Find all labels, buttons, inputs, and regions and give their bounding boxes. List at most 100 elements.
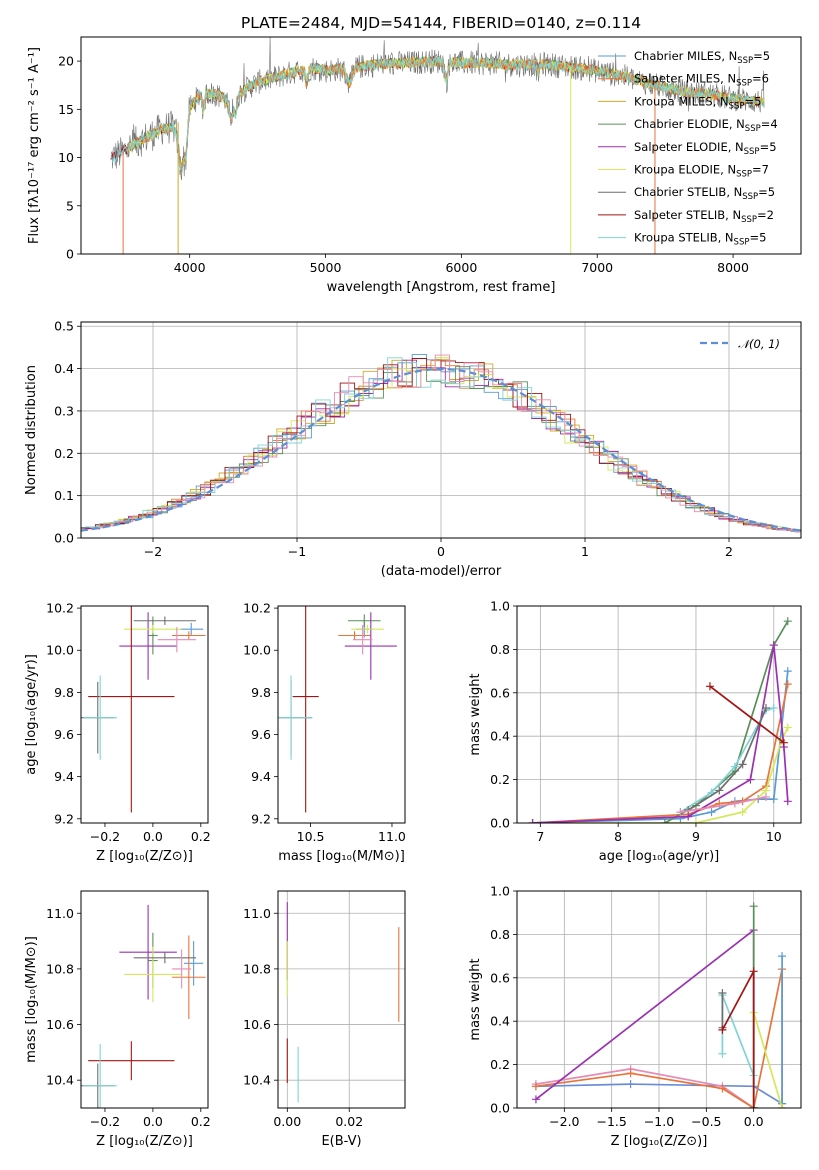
series-marker	[769, 795, 778, 804]
axes-spectrum: 4000 5000 6000 7000 8000 0 5 10 15 20 wavelength […	[27, 14, 802, 295]
y-tick-label: 1.0	[490, 884, 510, 899]
legend-label: Kroupa ELODIE, NSSP=7	[634, 163, 769, 180]
x-tick-label: 11.0	[378, 829, 406, 844]
x-tick-label: 0.00	[273, 1114, 301, 1129]
y-tick-label: 10.2	[243, 601, 271, 616]
series-marker	[778, 1104, 787, 1108]
gaussian-curve	[81, 367, 801, 532]
chart-title: PLATE=2484, MJD=54144, FIBERID=0140, z=0…	[241, 14, 641, 32]
plot-area-mass_vs_Z	[81, 904, 206, 1108]
legend: 𝒩(0, 1)	[700, 337, 780, 351]
series-marker	[783, 667, 792, 676]
series-marker	[676, 808, 685, 817]
legend-label: 𝒩(0, 1)	[738, 337, 780, 351]
y-tick-label: 0.2	[490, 772, 510, 787]
series-marker	[718, 1025, 727, 1034]
y-tick-label: 15	[58, 102, 74, 117]
series-marker	[778, 952, 787, 961]
legend-label: Salpeter MILES, NSSP=6	[634, 72, 769, 89]
plot-area-spectrum	[110, 37, 765, 254]
x-tick-label: −1.5	[596, 1114, 626, 1129]
y-tick-label: 10.6	[46, 1017, 74, 1032]
y-tick-label: 0.2	[54, 446, 74, 461]
y-tick-label: 10.2	[46, 601, 74, 616]
y-tick-label: 10.0	[46, 643, 74, 658]
x-tick-label: 8	[614, 829, 622, 844]
x-tick-label: 10.5	[297, 829, 325, 844]
series-marker	[761, 703, 770, 712]
axes-frame	[80, 36, 802, 255]
series-marker	[718, 1049, 727, 1058]
legend: Chabrier MILES, NSSP=5 Salpeter MILES, NS…	[598, 49, 778, 248]
y-tick-label: 10.8	[46, 961, 74, 976]
plot-area-weight_vs_Z	[531, 902, 787, 1108]
y-tick-label: 9.6	[54, 727, 74, 742]
x-tick-label: 8000	[717, 260, 749, 275]
y-tick-label: 10.0	[243, 643, 271, 658]
series-marker	[779, 738, 788, 747]
series-line	[664, 620, 789, 823]
series-marker	[749, 967, 758, 976]
y-tick-label: 9.2	[54, 811, 74, 826]
series-marker	[738, 808, 747, 817]
y-tick-label: 0.8	[490, 927, 510, 942]
axes-frame	[516, 890, 802, 1109]
y-tick-label: 0.2	[490, 1057, 510, 1072]
plot-area-age_vs_mass	[278, 606, 397, 813]
x-tick-label: 2	[725, 544, 733, 559]
series-marker	[660, 819, 669, 823]
legend-label: Chabrier ELODIE, NSSP=4	[634, 117, 778, 134]
x-axis-label: mass [log₁₀(M/M⊙)]	[278, 849, 405, 864]
plot-area-mass_vs_ebv	[286, 902, 400, 1103]
y-tick-label: 11.0	[243, 906, 271, 921]
x-tick-label: −0.2	[90, 1114, 120, 1129]
y-axis-label: mass [log₁₀(M/M⊙)]	[24, 936, 39, 1063]
y-tick-label: 10.4	[46, 1073, 74, 1088]
x-tick-label: 0.2	[191, 829, 211, 844]
x-axis-label: Z [log₁₀(Z/Z⊙)]	[96, 1134, 193, 1149]
legend-label: Salpeter ELODIE, NSSP=5	[634, 140, 777, 157]
y-tick-label: 0.4	[54, 361, 74, 376]
series-line	[535, 1068, 755, 1108]
axes-frame	[80, 890, 209, 1109]
series-line	[535, 1083, 783, 1105]
y-tick-label: 0.4	[490, 1014, 510, 1029]
y-tick-label: 0.0	[490, 816, 510, 831]
y-tick-label: 0.4	[490, 729, 510, 744]
series-marker	[738, 760, 747, 769]
series-marker	[730, 762, 739, 771]
axes-age_vs_mass: 10.5 11.0 9.2 9.4 9.6 9.8 10.0 10.2 mass [log₁₀(…	[243, 601, 406, 864]
y-axis-label: mass weight	[468, 673, 483, 755]
x-axis-label: age [log₁₀(age/yr)]	[599, 849, 720, 864]
y-tick-label: 0.5	[54, 319, 74, 334]
axes-weight_vs_age: 7 8 9 10 0.0 0.2 0.4 0.6 0.8 1.0 age [log₁₀(age/yr…	[468, 599, 802, 864]
y-tick-label: 20	[58, 54, 74, 69]
series-marker	[528, 819, 537, 823]
axes-residuals: −2 −1 0 1 2 0.0 0.1 0.2 0.3 0.4 0.5 (data-model)/er…	[24, 319, 802, 579]
series-marker	[783, 617, 792, 626]
x-axis-label: wavelength [Angstrom, rest frame]	[327, 280, 556, 295]
series-line	[532, 683, 789, 823]
series-marker	[769, 703, 778, 712]
x-tick-label: 10	[766, 829, 782, 844]
x-tick-label: 1	[581, 544, 589, 559]
x-axis-label: (data-model)/error	[381, 564, 502, 579]
series-marker	[705, 682, 714, 691]
x-tick-label: 4000	[174, 260, 206, 275]
legend-label: Kroupa MILES, NSSP=5	[634, 94, 761, 111]
y-tick-label: 9.2	[251, 811, 271, 826]
y-tick-label: 0.6	[490, 970, 510, 985]
axes-mass_vs_ebv: 0.00 0.02 10.4 10.6 10.8 11.0 E(B-V)	[243, 890, 406, 1149]
x-tick-label: 5000	[310, 260, 342, 275]
x-tick-label: 6000	[445, 260, 477, 275]
x-tick-label: −0.5	[691, 1114, 721, 1129]
series-marker	[783, 797, 792, 806]
plot-area-weight_vs_age	[528, 617, 792, 823]
x-tick-label: 0	[437, 544, 445, 559]
y-tick-label: 9.6	[251, 727, 271, 742]
series-marker	[718, 988, 727, 997]
series-line	[752, 1012, 783, 1108]
y-axis-label: age [log₁₀(age/yr)]	[24, 654, 39, 775]
x-tick-label: 0.0	[143, 829, 163, 844]
